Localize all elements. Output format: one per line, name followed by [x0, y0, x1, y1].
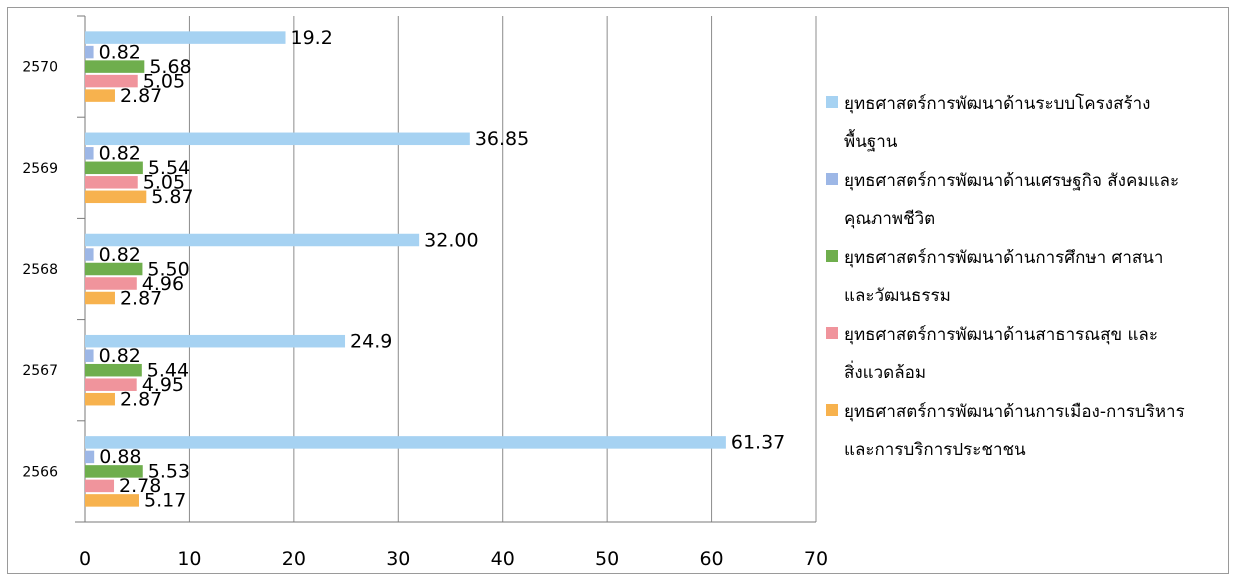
- legend-swatch: [826, 404, 838, 416]
- legend-swatch: [826, 250, 838, 262]
- bar: [85, 262, 143, 276]
- bar: [85, 494, 139, 507]
- data-label: 0.82: [99, 244, 141, 266]
- legend-label: พื้นฐาน: [844, 129, 898, 152]
- legend-label: ยุทธศาสตร์การพัฒนาด้านสาธารณสุข และ: [844, 325, 1158, 345]
- legend-label: และวัฒนธรรม: [844, 286, 951, 306]
- x-tick-label: 10: [177, 548, 201, 570]
- data-label: 32.00: [424, 229, 478, 251]
- y-tick-label: 2566: [22, 464, 58, 480]
- data-label: 2.87: [120, 85, 162, 107]
- data-label: 2.87: [120, 287, 162, 309]
- bar: [85, 277, 137, 290]
- x-tick-label: 40: [491, 548, 515, 570]
- data-label: 4.96: [142, 273, 184, 295]
- data-label: 2.78: [119, 475, 161, 497]
- bar: [85, 190, 147, 204]
- x-tick-label: 20: [282, 548, 306, 570]
- bar: [85, 89, 115, 102]
- data-label: 24.9: [350, 330, 392, 352]
- data-label: 5.17: [144, 490, 186, 512]
- y-tick-label: 2568: [22, 262, 58, 278]
- legend-label: ยุทธศาสตร์การพัฒนาด้านการศึกษา ศาสนา: [844, 248, 1163, 268]
- data-label: 0.88: [99, 446, 141, 468]
- x-tick-label: 0: [79, 548, 91, 570]
- data-label: 5.68: [149, 56, 191, 78]
- bar: [85, 334, 346, 348]
- data-label: 5.87: [151, 186, 193, 208]
- bar: [85, 147, 94, 160]
- y-tick-label: 2569: [22, 161, 58, 177]
- bar: [85, 233, 420, 247]
- legend-label: ยุทธศาสตร์การพัฒนาด้านเศรษฐกิจ สังคมและ: [844, 171, 1179, 191]
- bar: [85, 291, 115, 305]
- data-label: 0.82: [99, 345, 141, 367]
- legend-label: ยุทธศาสตร์การพัฒนาด้านระบบโครงสร้าง: [844, 93, 1150, 114]
- bar: [85, 363, 142, 377]
- data-label: 36.85: [475, 128, 529, 150]
- bar: [85, 60, 145, 73]
- data-label: 2.87: [120, 388, 162, 410]
- bar: [85, 450, 95, 464]
- x-tick-label: 60: [699, 548, 723, 570]
- bar: [85, 465, 143, 478]
- legend-label: ยุทธศาสตร์การพัฒนาด้านการเมือง-การบริหาร: [844, 402, 1185, 422]
- legend-label: และการบริการประชาชน: [844, 440, 1026, 460]
- bar: [85, 436, 726, 449]
- data-label: 5.44: [147, 359, 189, 381]
- bar: [85, 31, 286, 44]
- chart-frame: [7, 7, 1229, 574]
- bar: [85, 132, 470, 146]
- bar: [85, 392, 115, 406]
- legend-swatch: [826, 96, 838, 108]
- bar: [85, 248, 94, 261]
- legend-label: คุณภาพชีวิต: [844, 209, 935, 229]
- data-label: 5.05: [143, 70, 185, 92]
- data-label: 0.82: [99, 143, 141, 165]
- data-label: 5.05: [143, 172, 185, 194]
- data-label: 5.53: [148, 461, 190, 483]
- data-label: 61.37: [731, 432, 785, 454]
- bar: [85, 161, 143, 175]
- data-label: 19.2: [291, 27, 333, 49]
- x-tick-label: 70: [804, 548, 828, 570]
- y-tick-label: 2570: [22, 60, 58, 76]
- bar: [85, 378, 137, 391]
- bar: [85, 45, 94, 59]
- legend-swatch: [826, 173, 838, 185]
- data-label: 5.50: [147, 258, 189, 280]
- data-label: 0.82: [99, 41, 141, 63]
- data-label: 5.54: [148, 157, 190, 179]
- bar: [85, 479, 115, 493]
- data-label: 4.95: [142, 374, 184, 396]
- x-tick-label: 50: [595, 548, 619, 570]
- legend-swatch: [826, 327, 838, 339]
- bar: [85, 74, 138, 88]
- bar: [85, 176, 138, 189]
- legend-label: สิ่งแวดล้อม: [844, 360, 926, 383]
- bar: [85, 349, 94, 362]
- x-tick-label: 30: [386, 548, 410, 570]
- y-tick-label: 2567: [22, 363, 58, 379]
